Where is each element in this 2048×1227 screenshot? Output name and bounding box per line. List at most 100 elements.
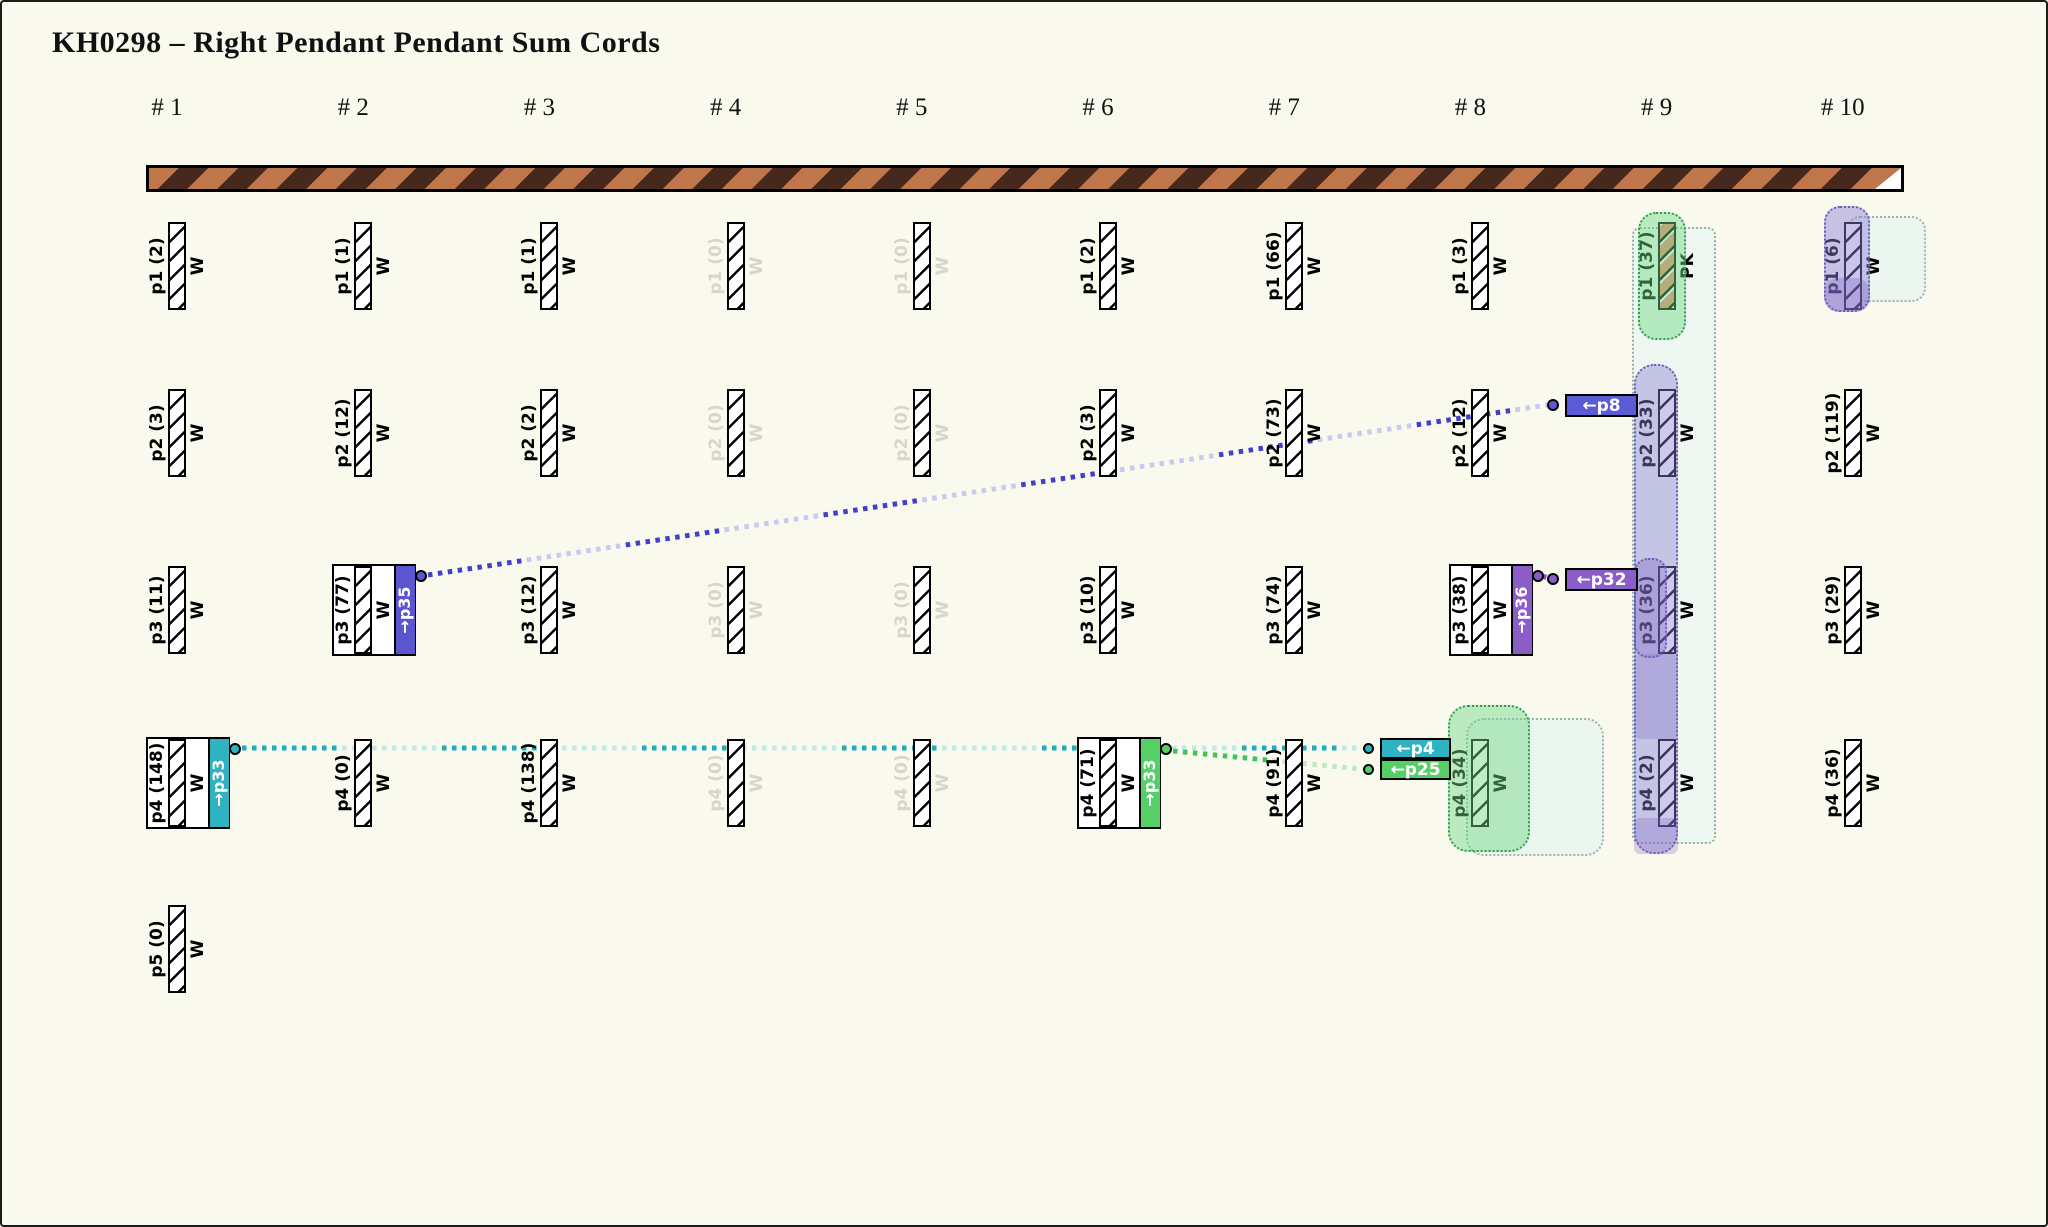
pendant-col2-p3-cord-color: W — [374, 600, 395, 620]
col9-p3-lavender-patch — [1634, 558, 1667, 658]
pendant-col5-p2-cord-color: W — [932, 423, 953, 443]
pendant-col5-p4-label: p4 (0) — [891, 754, 912, 812]
pendant-col2-p4-cord-color: W — [374, 773, 395, 793]
pendant-col10-p2-cord-color: W — [1863, 423, 1884, 443]
pendant-col4-p4-label: p4 (0) — [705, 754, 726, 812]
pendant-col8-p3-knot-icon — [1532, 570, 1545, 582]
pendant-col3-p1-cord-color: W — [560, 256, 581, 276]
pendant-col4-p3-cord-color: W — [746, 600, 767, 620]
pendant-col10-p4-cord-bar — [1843, 739, 1862, 827]
pendant-col2-p4-cord-bar — [354, 739, 373, 827]
annotation-p8-box: ←p8 — [1565, 394, 1638, 417]
pendant-col3-p4-cord-bar — [540, 739, 559, 827]
column-header-6: # 6 — [1082, 94, 1114, 121]
pendant-col9-p3-cord-color: W — [1677, 600, 1698, 620]
annotation-p4-knot-icon — [1362, 742, 1374, 754]
cord-link-p35-to-p8 — [427, 402, 1548, 578]
annotation-p8-knot-icon — [1547, 399, 1559, 411]
pendant-col2-p2-cord-color: W — [374, 423, 395, 443]
pendant-col8-p1-cord-color: W — [1491, 256, 1512, 276]
pendant-col3-p4-label: p4 (138) — [519, 742, 540, 824]
pendant-col4-p3-cord-bar — [726, 566, 745, 654]
annotation-p25-knot-icon — [1362, 763, 1374, 775]
col9-bottom-lavender-patch — [1634, 818, 1678, 854]
pendant-col7-p4-cord-color: W — [1305, 773, 1326, 793]
pendant-col1-p3-label: p3 (11) — [147, 575, 167, 645]
annotation-p32-knot-icon — [1547, 573, 1559, 585]
pendant-col7-p4-label: p4 (91) — [1264, 748, 1285, 818]
column-header-9: # 9 — [1640, 94, 1673, 121]
pendant-col2-p1-cord-bar — [354, 222, 373, 310]
primary-cord-end-icon — [1875, 168, 1901, 189]
pendant-col5-p3-label: p3 (0) — [891, 581, 912, 639]
pendant-col2-p2-label: p2 (12) — [333, 398, 354, 468]
pendant-col1-p2-cord-bar — [168, 389, 186, 477]
pendant-col8-p1-cord-bar — [1471, 222, 1490, 310]
pendant-col2-p3-knot-icon — [415, 570, 428, 582]
pendant-col7-p2-cord-color: W — [1305, 423, 1326, 443]
pendant-col4-p4-cord-color: W — [746, 773, 767, 793]
pendant-col1-p4-attachment-bar — [208, 739, 229, 827]
pendant-col9-p2-cord-bar — [1657, 389, 1676, 477]
pendant-col3-p2-cord-color: W — [560, 423, 581, 443]
pendant-col2-p1-cord-color: W — [374, 256, 395, 276]
pendant-col1-p5-cord-bar — [168, 905, 186, 993]
pendant-col1-p3-cord-color: W — [188, 600, 208, 620]
pendant-col8-p3-attachment-bar — [1511, 566, 1533, 654]
pendant-col9-p2-cord-color: W — [1677, 423, 1698, 443]
pendant-col6-p4-label: p4 (71) — [1078, 748, 1098, 818]
pendant-col10-p2-cord-bar — [1843, 389, 1862, 477]
pendant-col6-p1-label: p1 (2) — [1078, 237, 1098, 295]
column-header-8: # 8 — [1454, 94, 1487, 121]
primary-cord — [146, 165, 1904, 192]
pendant-col6-p4-attachment-label: →p33 — [1139, 759, 1159, 807]
pendant-col6-p1-cord-color: W — [1119, 256, 1139, 276]
pendant-col5-p1-cord-bar — [912, 222, 931, 310]
pendant-col1-p4-cord-bar — [168, 739, 186, 827]
pendant-col10-p4-label: p4 (36) — [1822, 748, 1843, 818]
pendant-col3-p2-cord-bar — [540, 389, 559, 477]
pendant-col9-p1-cord-bar — [1657, 222, 1676, 310]
pendant-col9-p4-cord-color: W — [1677, 773, 1698, 793]
pendant-col8-p3-label: p3 (38) — [1450, 575, 1471, 645]
annotation-p4-box: ←p4 — [1380, 738, 1451, 759]
pendant-col6-p4-cord-bar — [1099, 739, 1117, 827]
pendant-col5-p2-label: p2 (0) — [891, 404, 912, 462]
pendant-col1-p1-cord-bar — [168, 222, 186, 310]
pendant-col3-p3-cord-color: W — [560, 600, 581, 620]
pendant-col4-p2-cord-color: W — [746, 423, 767, 443]
pendant-col1-p4-label: p4 (148) — [147, 742, 167, 824]
pendant-col4-p2-label: p2 (0) — [705, 404, 726, 462]
pendant-col2-p3-cord-bar — [354, 566, 373, 654]
pendant-col3-p4-cord-color: W — [560, 773, 581, 793]
pendant-col5-p3-cord-bar — [912, 566, 931, 654]
pendant-col1-p2-label: p2 (3) — [147, 404, 167, 462]
pendant-col2-p3-attachment-label: →p35 — [394, 586, 414, 634]
pendant-col5-p1-cord-color: W — [932, 256, 953, 276]
pendant-col10-p3-cord-color: W — [1863, 600, 1884, 620]
pendant-col10-p3-label: p3 (29) — [1822, 575, 1843, 645]
pendant-col6-p3-cord-bar — [1099, 566, 1117, 654]
pendant-col5-p4-cord-bar — [912, 739, 931, 827]
pendant-col7-p1-label: p1 (66) — [1264, 231, 1285, 301]
col10-p1-lavender-blob — [1824, 206, 1870, 312]
pendant-col1-p1-cord-color: W — [188, 256, 208, 276]
pendant-col7-p3-cord-color: W — [1305, 600, 1326, 620]
pendant-col1-p4-attachment-label: →p33 — [208, 759, 228, 807]
pendant-col3-p1-label: p1 (1) — [519, 237, 540, 295]
pendant-col8-p2-cord-bar — [1471, 389, 1490, 477]
pendant-col7-p2-label: p2 (73) — [1264, 398, 1285, 468]
col9-p1-green-blob — [1638, 212, 1686, 340]
pendant-col4-p1-cord-color: W — [746, 256, 767, 276]
pendant-col6-p4-cord-color: W — [1119, 773, 1139, 793]
pendant-col6-p3-cord-color: W — [1119, 600, 1139, 620]
column-header-10: # 10 — [1820, 94, 1865, 121]
pendant-col5-p3-cord-color: W — [932, 600, 953, 620]
pendant-col6-p1-cord-bar — [1099, 222, 1117, 310]
pendant-col7-p3-label: p3 (74) — [1264, 575, 1285, 645]
pendant-col8-p3-cord-bar — [1471, 566, 1490, 654]
pendant-col6-p4-attachment-bar — [1139, 739, 1160, 827]
pendant-col10-p2-label: p2 (119) — [1822, 392, 1843, 474]
pendant-col1-p4-cord-color: W — [188, 773, 208, 793]
